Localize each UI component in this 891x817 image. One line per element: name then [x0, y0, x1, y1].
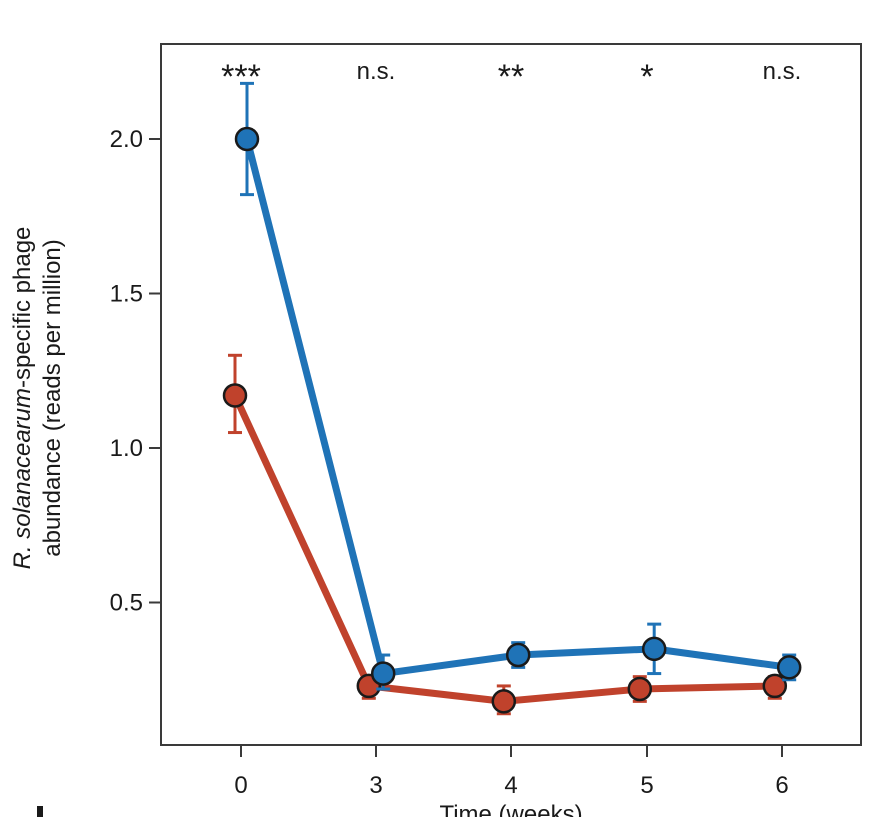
y-ticks: 0.5 1.0 1.5 2.0 [110, 126, 161, 617]
y-tick-label: 0.5 [110, 590, 143, 617]
data-point [234, 126, 260, 152]
x-ticks: 0 3 4 5 6 [234, 745, 789, 799]
series-layer [222, 81, 802, 716]
y-axis: 0.5 1.0 1.5 2.0 [110, 126, 161, 617]
data-point [222, 383, 248, 408]
data-point [370, 661, 396, 686]
y-tick-label: 2.0 [110, 126, 143, 153]
significance-label: * [640, 58, 653, 96]
x-tick-label: 6 [775, 772, 788, 799]
significance-label: n.s. [357, 58, 396, 85]
x-tick-label: 4 [504, 772, 517, 799]
y-axis-title-line2: abundance (reads per million) [39, 239, 66, 557]
data-point [641, 636, 667, 662]
significance-label: *** [221, 58, 261, 96]
x-tick-label: 3 [369, 772, 382, 799]
significance-labels: *** n.s. ** * n.s. [221, 58, 801, 96]
y-axis-title-rest: -specific phage [9, 227, 36, 388]
plot-frame [160, 43, 862, 746]
y-axis-title: R. solanacearum-specific phage [9, 227, 36, 570]
data-point [627, 676, 653, 702]
y-axis-title-italic: R. solanacearum [9, 388, 36, 569]
x-axis-title: Time (weeks) [439, 801, 582, 817]
y-tick-label: 1.5 [110, 281, 143, 308]
x-tick-label: 0 [234, 772, 247, 799]
data-point [505, 642, 531, 668]
data-point [762, 673, 788, 699]
significance-label: ** [498, 58, 524, 96]
x-tick-label: 5 [640, 772, 653, 799]
panel-letter-fragment [37, 806, 43, 817]
series-1 [234, 81, 802, 691]
y-tick-label: 1.0 [110, 435, 143, 462]
x-axis: 0 3 4 5 6 [234, 745, 789, 799]
data-point [491, 689, 517, 714]
significance-label: n.s. [763, 58, 802, 85]
data-point [776, 655, 802, 680]
